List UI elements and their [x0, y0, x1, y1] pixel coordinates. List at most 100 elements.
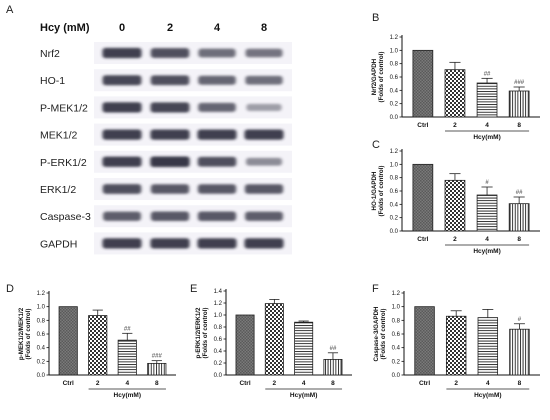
- y-tick-label: 1.2: [392, 291, 401, 297]
- y-tick-label: 1.2: [390, 149, 399, 155]
- bar-4: [117, 339, 137, 376]
- blot-strip: [94, 150, 292, 173]
- blot-band: [197, 129, 237, 140]
- y-tick-label: 1.2: [37, 291, 46, 297]
- blot-band: [102, 184, 142, 194]
- lane-label-2: 2: [167, 22, 173, 34]
- y-axis-label: HO-1/GAPDH: [371, 171, 378, 210]
- bar-2: [264, 303, 284, 376]
- blot-band: [102, 75, 142, 86]
- x-tick-label: 8: [331, 380, 335, 387]
- blot-band: [102, 102, 142, 113]
- bar-ctrl: [412, 49, 434, 118]
- y-axis-label-units: (Folds of control): [380, 309, 387, 360]
- bar-4: [476, 194, 498, 232]
- x-group-label: Hcy(mM): [473, 134, 500, 141]
- blot-row-label: P-MEK1/2: [40, 102, 88, 114]
- y-tick-label: 0.8: [390, 176, 399, 182]
- x-tick-label: 2: [273, 380, 277, 387]
- blot-band: [150, 156, 190, 168]
- lane-label-8: 8: [261, 22, 267, 34]
- x-tick-label: 2: [453, 122, 457, 129]
- y-tick-label: 0.4: [392, 346, 401, 352]
- x-tick-label: Ctrl: [419, 380, 430, 387]
- y-tick-label: 1.2: [390, 35, 399, 41]
- significance-marker: ###: [514, 80, 525, 86]
- bar-2: [88, 315, 108, 376]
- blot-row-label: P-ERK1/2: [40, 157, 87, 169]
- bar-2: [444, 69, 466, 118]
- bar-4: [294, 321, 314, 376]
- significance-marker: ##: [330, 346, 337, 352]
- bar-4: [476, 82, 498, 118]
- x-tick-label: Ctrl: [417, 122, 428, 129]
- y-tick-label: 1.0: [214, 313, 223, 319]
- blot-row-label: HO-1: [40, 75, 65, 87]
- x-tick-label: Ctrl: [63, 380, 74, 387]
- x-group-label: Hcy(mM): [290, 392, 317, 399]
- x-tick-label: 8: [155, 380, 159, 387]
- blot-strip: [94, 232, 292, 255]
- y-axis-label-units: (Folds of control): [202, 308, 209, 359]
- significance-marker: ##: [124, 326, 131, 332]
- blot-band: [150, 238, 190, 249]
- y-axis-label-units: (Folds of control): [25, 309, 32, 360]
- y-tick-label: 0.4: [37, 346, 46, 352]
- x-tick-label: 2: [453, 236, 457, 243]
- y-tick-label: 1.0: [390, 48, 399, 54]
- significance-marker: #: [485, 180, 489, 186]
- y-tick-label: 0.8: [37, 318, 46, 324]
- blot-strip: [94, 69, 292, 92]
- blot-strip: [94, 178, 292, 200]
- blot-band: [198, 75, 236, 85]
- x-tick-label: 8: [518, 380, 522, 387]
- bar-ctrl: [414, 306, 435, 376]
- bar-8: [508, 90, 530, 118]
- y-tick-label: 0.6: [390, 189, 399, 195]
- blot-row: MEK1/2: [40, 123, 292, 146]
- significance-marker: ##: [484, 71, 491, 77]
- blot-band: [150, 75, 190, 86]
- x-tick-label: Ctrl: [417, 236, 428, 243]
- y-tick-label: 0.2: [214, 361, 223, 367]
- y-tick-label: 0.8: [214, 325, 223, 331]
- x-tick-label: Ctrl: [239, 380, 250, 387]
- blot-band: [150, 211, 190, 221]
- blot-row-label: MEK1/2: [40, 130, 78, 142]
- blot-strip: [94, 123, 292, 146]
- panel-letter-a: A: [6, 4, 14, 16]
- blot-band: [197, 238, 237, 249]
- blot-band: [246, 103, 282, 111]
- x-tick-label: 4: [485, 236, 489, 243]
- y-axis-label-units: (Folds of control): [378, 52, 385, 103]
- x-group-label: Hcy(mM): [473, 248, 500, 255]
- panel-letter: C: [372, 139, 380, 151]
- blot-band: [150, 184, 190, 194]
- bar-8: [509, 328, 530, 376]
- y-tick-label: 0.6: [214, 337, 223, 343]
- bar-8: [147, 362, 167, 376]
- y-axis-label: p-ERK1/2/ERK1/2: [195, 307, 202, 358]
- y-tick-label: 0.2: [37, 359, 46, 365]
- blot-band: [150, 129, 190, 140]
- y-tick-label: 1.4: [214, 289, 223, 295]
- blot-band: [244, 129, 284, 140]
- western-blot-panel: A Hcy (mM) 0 2 4 8 Nrf2 HO-1 P-MEK1/2 MEK1/2 P-…: [6, 4, 292, 255]
- panel-letter: B: [372, 12, 379, 24]
- x-tick-label: 4: [125, 380, 129, 387]
- y-tick-label: 0.4: [390, 88, 399, 94]
- bar-ctrl: [58, 306, 78, 376]
- blot-row-label: Caspase-3: [40, 211, 91, 223]
- x-tick-label: 4: [485, 122, 489, 129]
- hcy-header-label: Hcy (mM): [40, 22, 90, 34]
- y-tick-label: 0.6: [390, 75, 399, 81]
- panel-letter: E: [190, 283, 197, 295]
- chart-panel-e: E 0.0 0.2 0.4 0.6 0.8 1.0 1.2 1.4 p-ERK1/2/ERK1/2…: [190, 283, 352, 399]
- blot-strip: [94, 96, 292, 119]
- blot-rows: Nrf2 HO-1 P-MEK1/2 MEK1/2 P-ERK1/2 ERK1/2 Casp…: [40, 42, 292, 255]
- bar-ctrl: [235, 314, 255, 376]
- y-tick-label: 0.0: [37, 373, 46, 379]
- blot-band: [103, 211, 141, 221]
- x-tick-label: 8: [517, 122, 521, 129]
- chart-panel-b: B 0.0 0.2 0.4 0.6 0.8 1.0 1.2 Nrf2/GAPDH (Folds o…: [371, 12, 540, 141]
